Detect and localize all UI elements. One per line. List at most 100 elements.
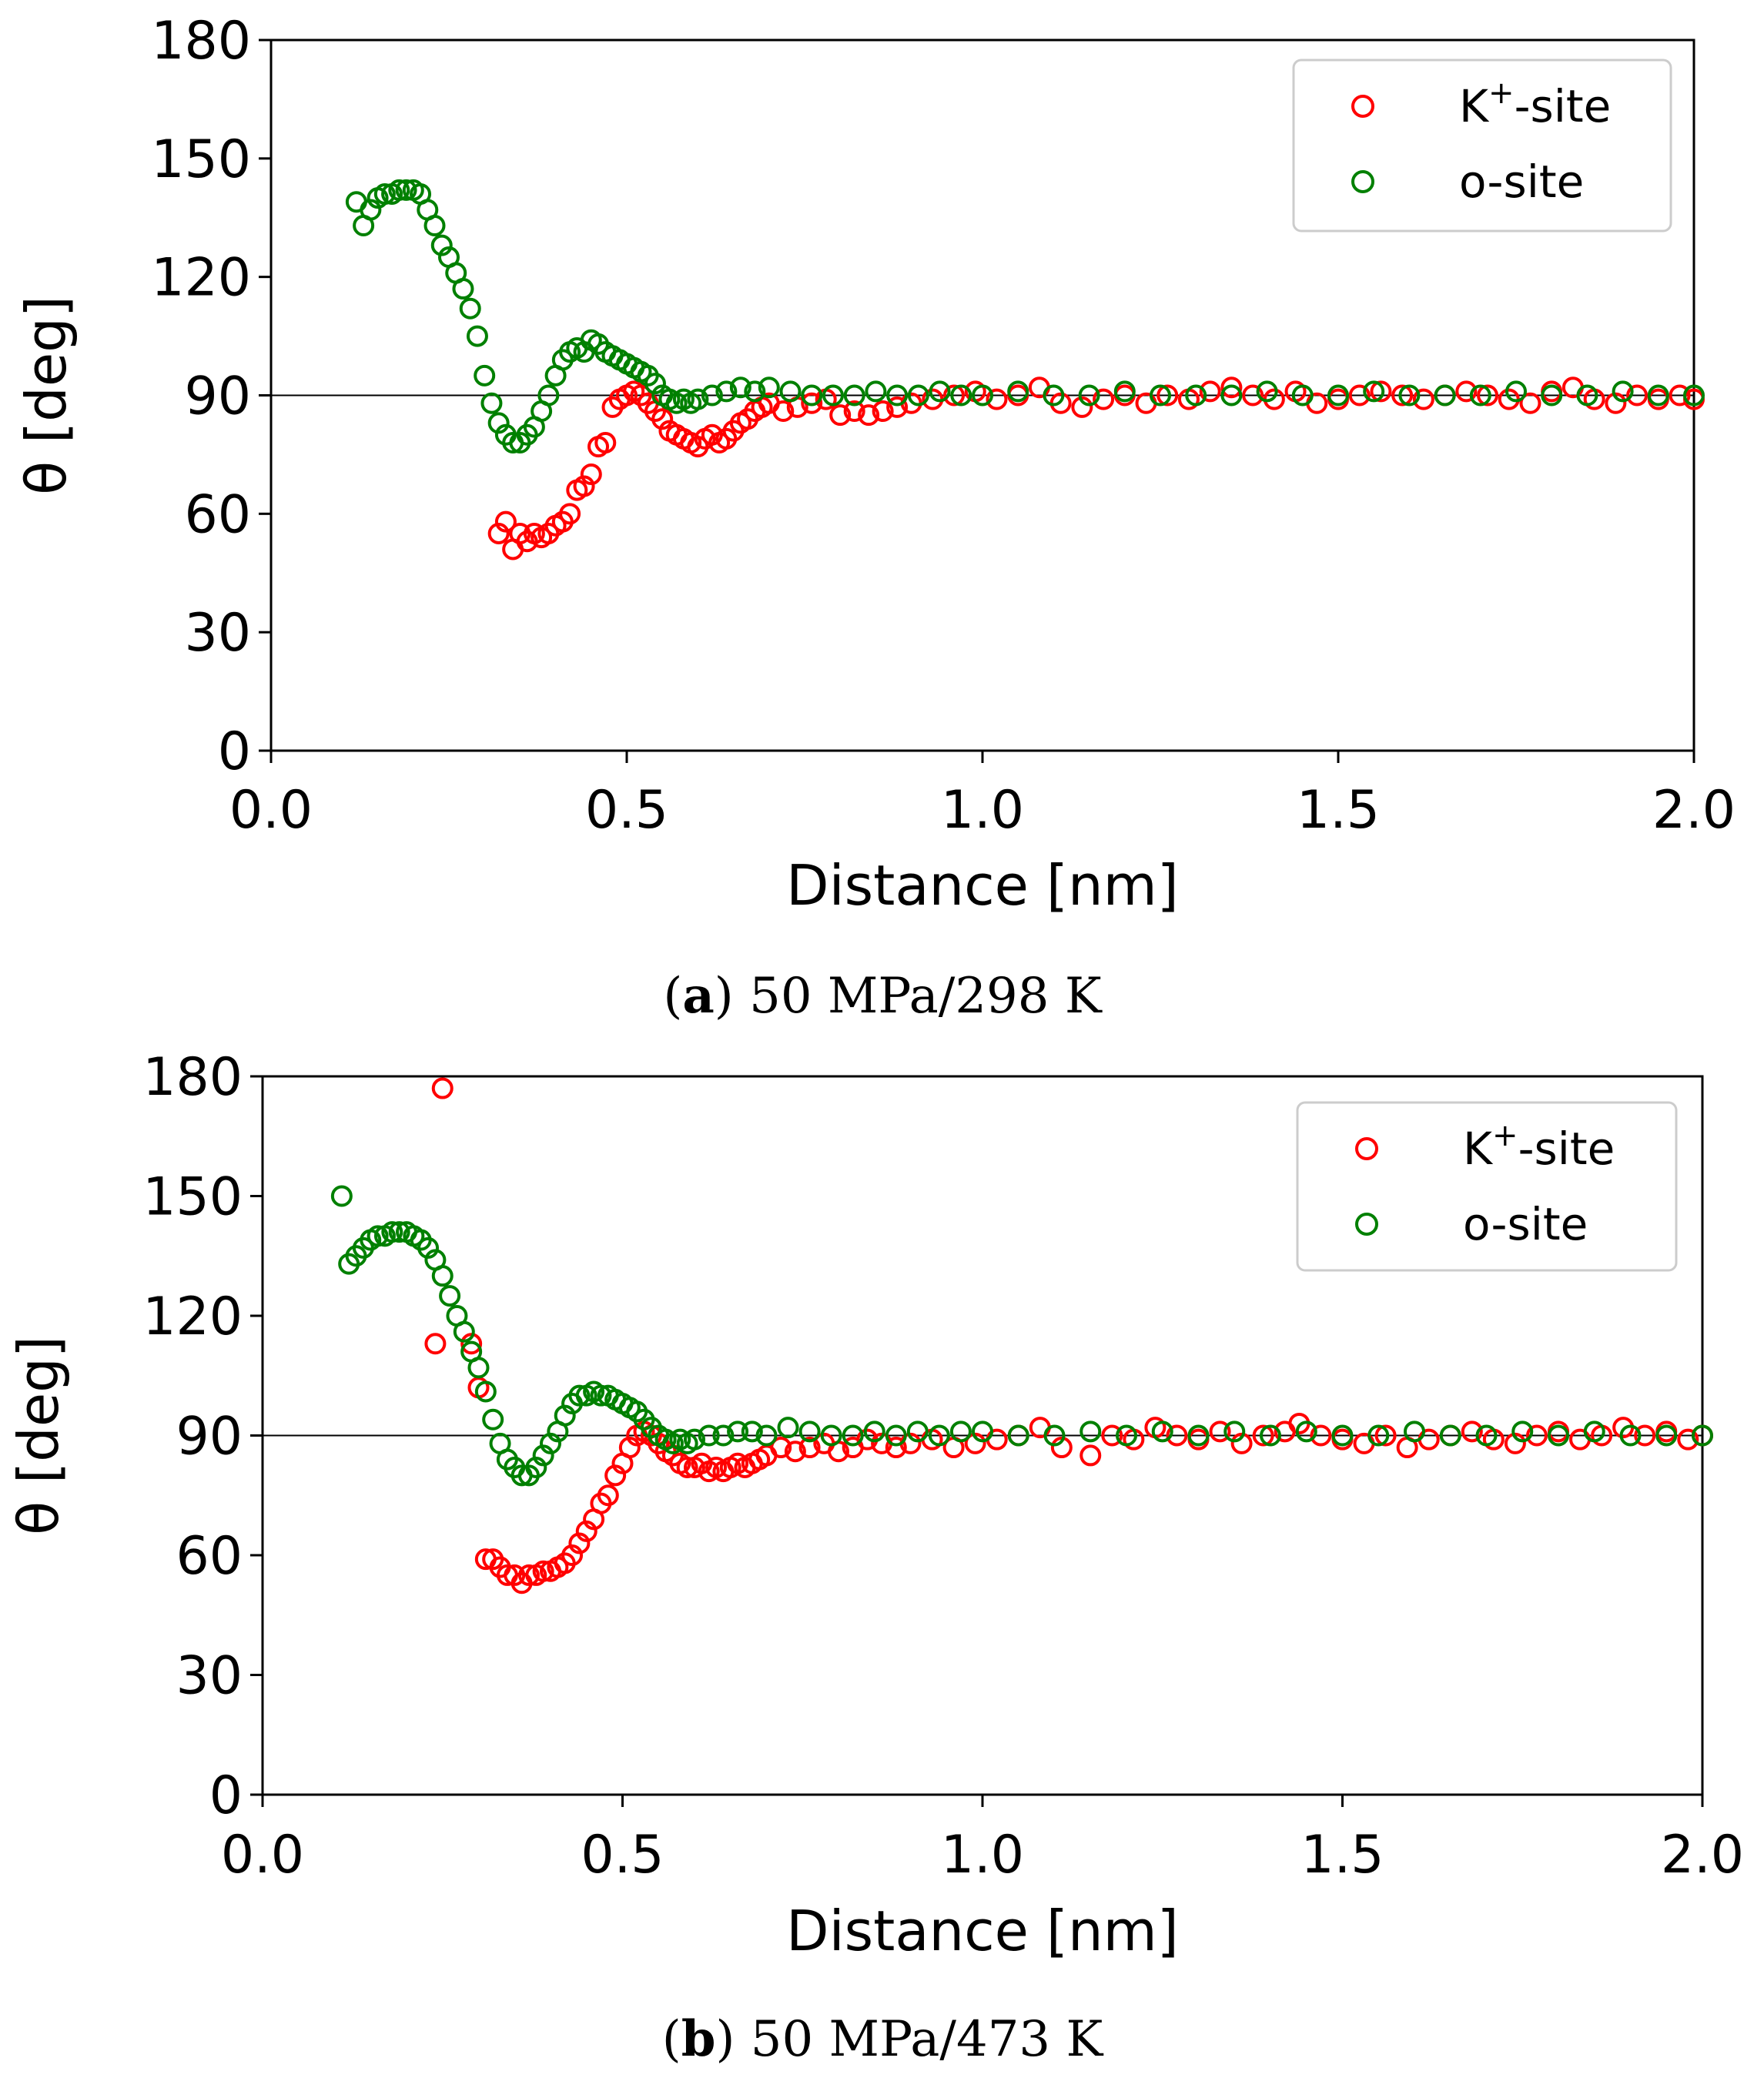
o-site-point: [1331, 1424, 1354, 1447]
k-site-point: [1634, 1424, 1656, 1447]
legend-o-site-marker: [1355, 1213, 1378, 1236]
o-site-point: [1078, 384, 1100, 407]
o-site-point: [1511, 1420, 1534, 1443]
y-tick-label: 180: [151, 11, 251, 72]
o-site-point: [758, 376, 780, 399]
o-site-point: [395, 179, 417, 201]
o-site-point: [644, 373, 666, 395]
o-site-point: [1185, 384, 1207, 407]
x-tick-label: 1.5: [1300, 1825, 1384, 1886]
k-site-point: [1461, 1420, 1483, 1443]
k-site-point: [1626, 384, 1649, 407]
y-tick-label: 90: [176, 1407, 243, 1467]
o-site-point: [360, 199, 382, 221]
o-site-point: [487, 412, 510, 434]
legend-o-site-marker: [1351, 170, 1374, 193]
k-site-point: [1605, 392, 1627, 414]
o-site-point: [928, 1424, 950, 1447]
y-tick-label: 60: [184, 484, 251, 545]
o-site-point: [950, 384, 972, 407]
x-tick-label: 0.5: [585, 780, 668, 841]
legend-k-suffix: -site: [1518, 1123, 1615, 1175]
o-site-point: [777, 1417, 799, 1439]
o-site-point: [701, 384, 723, 407]
o-site-point: [907, 384, 929, 407]
k-site-point: [517, 1564, 540, 1586]
o-site-point: [453, 1320, 475, 1343]
k-site-point: [1525, 1424, 1548, 1447]
x-tick-label: 2.0: [1652, 780, 1736, 841]
x-axis-label: Distance [nm]: [786, 853, 1179, 918]
k-site-point: [594, 432, 617, 454]
chart-panel-a: 0 30 60 90 120 150 180 0.0 0.5 1.0 1.5 2.0 Distance …: [14, 11, 1736, 1025]
legend-o-site-label: o-site: [1463, 1198, 1588, 1250]
k-site-point: [784, 1441, 806, 1463]
k-site-point: [1071, 396, 1093, 418]
o-site-point: [1295, 1420, 1317, 1443]
o-site-point: [1043, 1424, 1066, 1447]
k-site-point: [1669, 384, 1691, 407]
caption-open-paren: (: [663, 968, 682, 1025]
o-site-point: [439, 1285, 461, 1307]
o-site-point: [1256, 380, 1278, 403]
x-axis-label: Distance [nm]: [786, 1899, 1179, 1963]
o-site-point: [1619, 1424, 1642, 1447]
o-site-point: [1692, 1424, 1713, 1447]
o-site-point: [1683, 384, 1705, 407]
k-site-point: [886, 396, 909, 418]
k-site-point: [1079, 1444, 1102, 1467]
o-site-point: [1404, 1420, 1425, 1443]
k-site-point: [1519, 392, 1541, 414]
o-site-point: [822, 384, 844, 407]
o-site-point: [482, 1408, 504, 1431]
k-site-point: [487, 522, 510, 544]
k-site-point: [1677, 1428, 1699, 1451]
k-site-point: [1310, 1424, 1332, 1447]
o-site-point: [729, 376, 751, 399]
caption-close-paren: ): [715, 968, 734, 1025]
o-site-point: [1434, 384, 1456, 407]
o-site-point: [715, 380, 738, 403]
k-site-point: [1230, 1432, 1253, 1454]
o-site-point: [1469, 384, 1491, 407]
o-site-point: [949, 1420, 972, 1443]
o-site-point: [712, 1424, 735, 1447]
k-site-point: [1156, 384, 1179, 407]
y-tick-label: 120: [142, 1287, 243, 1347]
o-site-point: [1541, 384, 1563, 407]
legend-k-site-marker: [1355, 1137, 1378, 1160]
o-site-point: [865, 380, 887, 403]
legend-o-site-label: o-site: [1459, 156, 1584, 208]
o-site-point: [1475, 1424, 1498, 1447]
y-tick-label: 60: [176, 1526, 243, 1587]
k-site-point: [1050, 1437, 1073, 1459]
k-site-point: [1412, 388, 1434, 410]
k-site-point: [580, 463, 602, 486]
o-site-point: [1655, 1424, 1678, 1447]
k-site-point: [494, 510, 517, 533]
o-site-point: [1439, 1424, 1461, 1447]
o-site-point: [467, 1357, 490, 1379]
o-site-point: [842, 1424, 864, 1447]
k-site-point: [1166, 1424, 1188, 1447]
caption-text: 50 MPa/298 K: [734, 968, 1103, 1025]
y-tick-label: 180: [142, 1047, 243, 1108]
o-site-point: [684, 1428, 705, 1451]
o-site-point: [687, 388, 709, 410]
o-site-point: [525, 1456, 547, 1478]
o-site-point: [727, 1420, 749, 1443]
o-site-point: [568, 1384, 591, 1407]
k-site-point: [885, 1437, 907, 1459]
k-site-point: [943, 384, 966, 407]
y-axis-label: θ [deg]: [14, 296, 79, 495]
k-site-point: [651, 408, 674, 430]
legend-k-label: K: [1459, 80, 1490, 132]
k-site-point: [1348, 384, 1371, 407]
y-tick-label: 120: [151, 248, 251, 309]
x-tick-label: 1.0: [941, 780, 1024, 841]
k-site-point: [424, 1333, 447, 1355]
k-site-point: [1220, 376, 1243, 399]
o-site-point: [1612, 380, 1634, 403]
o-site-point: [1583, 1420, 1605, 1443]
